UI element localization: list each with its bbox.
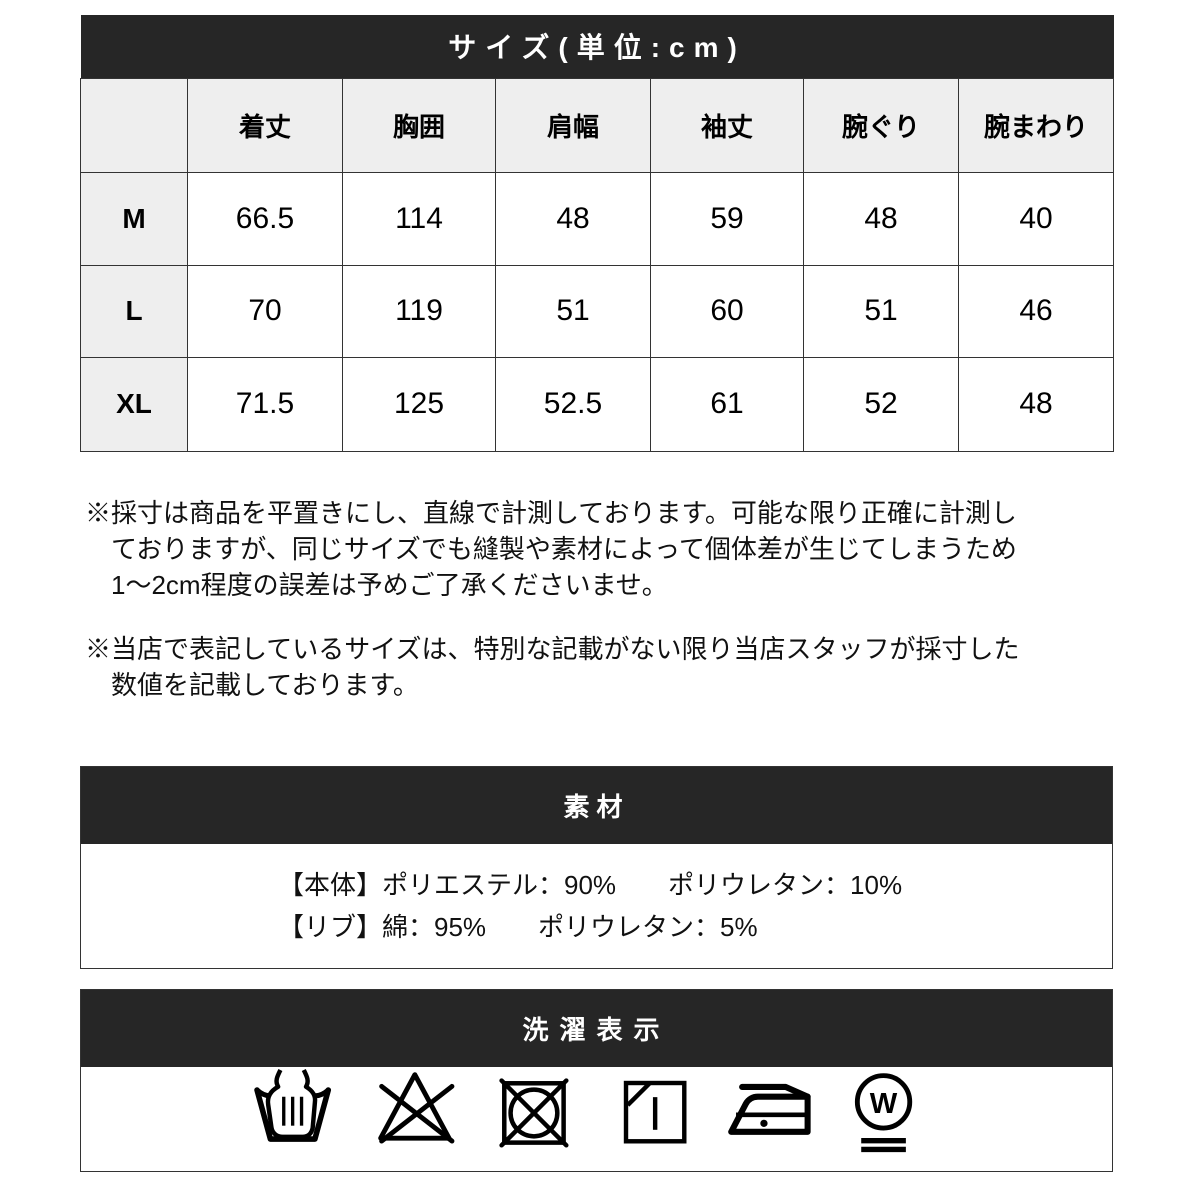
- svg-text:W: W: [870, 1088, 898, 1120]
